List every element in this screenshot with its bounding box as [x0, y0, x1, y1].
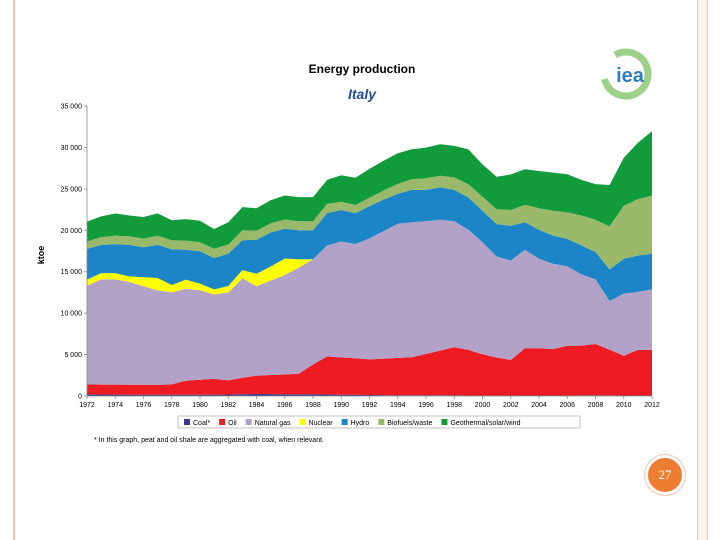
- x-tick-label: 1992: [362, 402, 378, 409]
- x-tick-label: 1974: [107, 402, 123, 409]
- legend-swatch-geothermal-solar-wind: [441, 419, 448, 425]
- legend-swatch-biofuels-waste: [378, 419, 385, 425]
- x-tick-label: 1984: [249, 402, 265, 409]
- legend-label-oil: Oil: [228, 420, 237, 427]
- x-tick-label: 1982: [220, 402, 236, 409]
- x-tick-label: 1988: [305, 402, 321, 409]
- legend-label-coal: Coal*: [193, 420, 210, 427]
- frame-band-right: [697, 0, 708, 540]
- y-tick-label: 10 000: [61, 311, 83, 318]
- x-tick-label: 2006: [559, 402, 575, 409]
- x-tick-label: 2012: [644, 402, 660, 409]
- legend-label-nuclear: Nuclear: [308, 420, 333, 427]
- logo-text: iea: [616, 65, 645, 87]
- x-tick-label: 1996: [418, 402, 434, 409]
- chart-legend: Coal* Oil Natural gas Nuclear Hydro Biofuels/…: [177, 415, 581, 429]
- y-tick-label: 20 000: [61, 228, 83, 235]
- y-axis-ticks: 0 5 000 10 000 15 000 20 000 25 000 30 000 35 0…: [61, 104, 87, 401]
- legend-label-hydro: Hydro: [351, 420, 370, 427]
- x-tick-label: 1980: [192, 402, 208, 409]
- x-tick-label: 1998: [446, 402, 462, 409]
- legend-swatch-nuclear: [299, 419, 306, 425]
- chart-title: Energy production: [309, 62, 416, 76]
- area-hydro: [87, 187, 652, 301]
- area-natural-gas: [87, 219, 652, 385]
- x-tick-label: 2010: [616, 402, 632, 409]
- y-tick-label: 30 000: [61, 145, 83, 152]
- x-tick-label: 1994: [390, 402, 406, 409]
- legend-swatch-oil: [219, 419, 226, 425]
- x-tick-label: 2000: [475, 402, 491, 409]
- y-tick-label: 25 000: [61, 186, 83, 193]
- chart-subtitle: Italy: [348, 86, 377, 102]
- legend-label-geothermal-solar-wind: Geothermal/solar/wind: [450, 420, 520, 427]
- x-tick-label: 1990: [333, 402, 349, 409]
- slide-number-badge: 27: [645, 455, 685, 495]
- legend-label-natural-gas: Natural gas: [255, 420, 291, 427]
- frame-line-left: [13, 0, 15, 540]
- chart-footnote: * In this graph, peat and oil shale are …: [94, 437, 324, 444]
- y-tick-label: 5 000: [64, 352, 82, 359]
- y-tick-label: 15 000: [61, 269, 83, 276]
- area-oil: [87, 344, 652, 396]
- legend-swatch-coal: [184, 419, 190, 425]
- area-coal: [87, 393, 652, 396]
- x-tick-label: 2002: [503, 402, 519, 409]
- x-tick-label: 1986: [277, 402, 293, 409]
- logo-ring: [600, 48, 652, 100]
- x-tick-label: 1978: [164, 402, 180, 409]
- x-axis-ticks: 1972 1974 1976 1978 1980 1982 1984 1986 1988 1990…: [79, 396, 660, 409]
- area-layers: [87, 131, 652, 396]
- x-tick-label: 1972: [79, 402, 95, 409]
- x-tick-label: 1976: [136, 402, 152, 409]
- iea-logo: iea: [600, 48, 652, 100]
- x-tick-label: 2008: [588, 402, 604, 409]
- x-tick-label: 2004: [531, 402, 547, 409]
- legend-swatch-natural-gas: [245, 419, 252, 425]
- y-axis-label: ktoe: [36, 246, 46, 265]
- y-tick-label: 35 000: [61, 104, 83, 111]
- area-geothermal-solar-wind: [87, 131, 652, 249]
- legend-swatch-hydro: [341, 419, 348, 425]
- legend-label-biofuels-waste: Biofuels/waste: [387, 420, 432, 427]
- y-tick-label: 0: [78, 394, 82, 401]
- area-biofuels-waste: [87, 175, 652, 270]
